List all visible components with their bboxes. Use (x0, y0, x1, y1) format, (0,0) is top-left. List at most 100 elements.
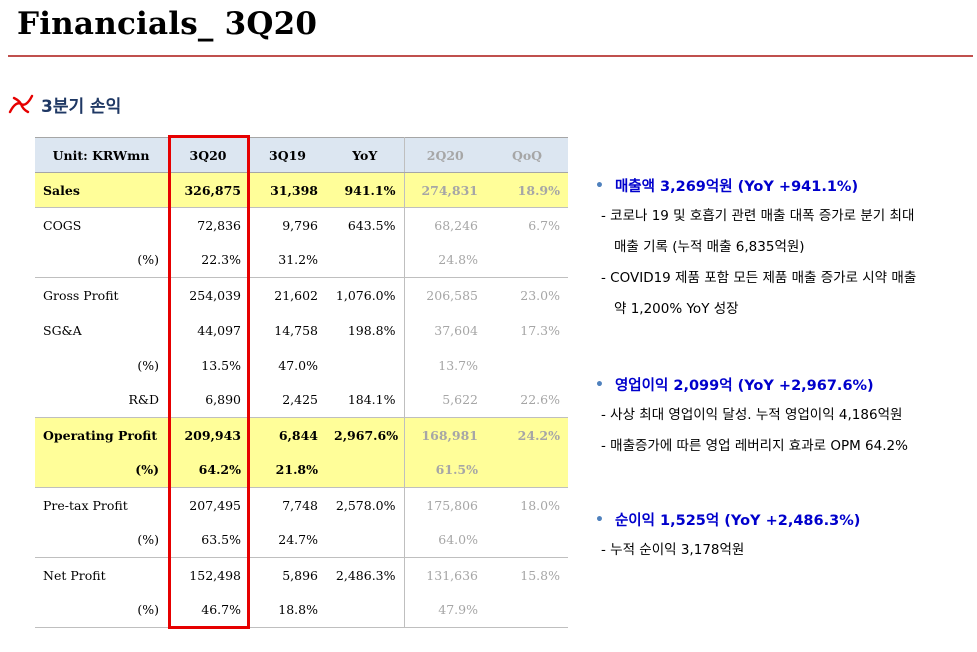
note-line: - 매출증가에 따른 영업 레버리지 효과로 OPM 64.2% (601, 438, 908, 454)
row-label: COGS (43, 217, 82, 233)
table-row: Operating Profit 209,943 6,844 2,967.6% … (35, 417, 568, 453)
cell-qoq: 23.0% (520, 287, 560, 303)
row-label: (%) (137, 357, 159, 373)
row-label: (%) (35, 242, 167, 278)
cell-3q19: 21,602 (274, 287, 318, 303)
cell-qoq: 24.2% (486, 417, 568, 453)
cell-2q20: 206,585 (426, 287, 478, 303)
header-yoy: YoY (326, 137, 405, 173)
cell-2q20: 274,831 (404, 172, 486, 208)
table-row: R&D 6,890 2,425 184.1% 5,622 22.6% (35, 382, 568, 418)
note-line: - COVID19 제품 포함 모든 제품 매출 증가로 시약 매출 (601, 270, 917, 286)
cell-2q20: 24.8% (404, 242, 486, 278)
cell-yoy: 941.1% (326, 172, 405, 208)
cell-3q19: 7,748 (282, 497, 318, 513)
title-rule (8, 55, 973, 57)
row-label: (%) (35, 452, 167, 488)
note-revenue-title: 매출액 3,269억원 (YoY +941.1%) (614, 179, 859, 195)
cell-qoq: 22.6% (486, 382, 568, 418)
cell-3q20: 64.2% (167, 452, 249, 488)
cell-2q20: 64.0% (404, 522, 486, 558)
note-line: 약 1,200% YoY 성장 (614, 301, 739, 317)
section-heading: 3분기 손익 (8, 92, 122, 117)
table-row: SG&A 44,097 14,758 198.8% 37,604 17.3% (35, 312, 568, 348)
cell-3q19: 47.0% (278, 357, 318, 373)
header-3q20: 3Q20 (167, 137, 249, 173)
row-label: (%) (35, 592, 167, 628)
cell-3q19: 5,896 (282, 567, 318, 583)
cell-2q20: 131,636 (426, 567, 478, 583)
bullet-icon: • (595, 511, 604, 528)
cell-3q19: 24.7% (249, 522, 326, 558)
cell-qoq: 17.3% (520, 322, 560, 338)
cell-3q20: 46.7% (167, 592, 249, 628)
bullet-icon: • (595, 376, 604, 393)
cell-yoy: 1,076.0% (326, 277, 405, 313)
cell-2q20: 37,604 (434, 322, 478, 338)
cell-3q20: 254,039 (189, 287, 241, 303)
cell-3q20: 44,097 (197, 322, 241, 338)
note-operating-head: • 영업이익 2,099억 (YoY +2,967.6%) (595, 374, 908, 395)
cell-3q19: 2,425 (249, 382, 326, 418)
cell-2q20: 61.5% (404, 452, 486, 488)
cell-qoq (486, 348, 568, 383)
cell-yoy: 2,967.6% (326, 417, 405, 453)
table-row: (%) 64.2% 21.8% 61.5% (35, 452, 568, 488)
table-row: COGS 72,836 9,796 643.5% 68,246 6.7% (35, 207, 568, 243)
row-label: Pre-tax Profit (43, 497, 128, 513)
row-label: Gross Profit (43, 287, 119, 303)
note-operating: • 영업이익 2,099억 (YoY +2,967.6%) - 사상 최대 영업… (595, 374, 908, 462)
note-revenue-head: • 매출액 3,269억원 (YoY +941.1%) (595, 175, 916, 196)
bullet-icon: • (595, 177, 604, 194)
header-qoq: QoQ (486, 137, 568, 173)
cell-yoy: 2,486.3% (326, 557, 405, 593)
cell-3q20: 207,495 (189, 497, 241, 513)
cell-2q20: 47.9% (404, 592, 486, 628)
row-label: (%) (35, 522, 167, 558)
cell-yoy (326, 522, 405, 558)
cell-3q19: 6,844 (249, 417, 326, 453)
cell-3q20: 13.5% (201, 357, 241, 373)
row-label: R&D (35, 382, 167, 418)
note-line: - 누적 순이익 3,178억원 (601, 542, 745, 558)
note-net: • 순이익 1,525억 (YoY +2,486.3%) - 누적 순이익 3,… (595, 509, 860, 566)
cell-yoy (326, 452, 405, 488)
cell-3q19: 14,758 (274, 322, 318, 338)
table-row: Pre-tax Profit 207,495 7,748 2,578.0% 17… (35, 487, 568, 523)
cell-yoy: 2,578.0% (326, 487, 405, 523)
cell-yoy: 643.5% (326, 207, 405, 243)
header-3q19: 3Q19 (249, 137, 326, 173)
table-header-row: Unit: KRWmn 3Q20 3Q19 YoY 2Q20 QoQ (35, 137, 568, 173)
cell-3q19: 18.8% (249, 592, 326, 628)
cell-2q20: 5,622 (404, 382, 486, 418)
table-row: Gross Profit 254,039 21,602 1,076.0% 206… (35, 277, 568, 313)
red-swirl-icon (8, 94, 34, 114)
table-row: (%) 22.3% 31.2% 24.8% (35, 242, 568, 278)
row-label: Operating Profit (35, 417, 167, 453)
table-row: (%) 46.7% 18.8% 47.9% (35, 592, 568, 628)
note-line: 매출 기록 (누적 매출 6,835억원) (614, 239, 805, 255)
table-row: Sales 326,875 31,398 941.1% 274,831 18.9… (35, 172, 568, 208)
cell-3q19: 31,398 (249, 172, 326, 208)
cell-qoq: 18.0% (520, 497, 560, 513)
cell-2q20: 13.7% (438, 357, 478, 373)
note-net-title: 순이익 1,525억 (YoY +2,486.3%) (614, 513, 861, 529)
cell-3q20: 72,836 (197, 217, 241, 233)
cell-qoq (486, 592, 568, 628)
cell-2q20: 175,806 (426, 497, 478, 513)
row-label: Net Profit (43, 567, 106, 583)
cell-3q20: 326,875 (167, 172, 249, 208)
table-row: Net Profit 152,498 5,896 2,486.3% 131,63… (35, 557, 568, 593)
cell-yoy (326, 347, 405, 383)
section-label: 3분기 손익 (41, 96, 122, 117)
cell-3q19: 31.2% (249, 242, 326, 278)
note-line: - 코로나 19 및 호흡기 관련 매출 대폭 증가로 분기 최대 (601, 208, 915, 224)
cell-3q19: 21.8% (249, 452, 326, 488)
cell-3q20: 209,943 (167, 417, 249, 453)
table-row: (%) 63.5% 24.7% 64.0% (35, 522, 568, 558)
cell-qoq: 6.7% (528, 217, 560, 233)
cell-3q20: 63.5% (167, 522, 249, 558)
header-2q20: 2Q20 (404, 137, 486, 173)
note-line: - 사상 최대 영업이익 달성. 누적 영업이익 4,186억원 (601, 407, 903, 423)
cell-qoq (486, 242, 568, 278)
